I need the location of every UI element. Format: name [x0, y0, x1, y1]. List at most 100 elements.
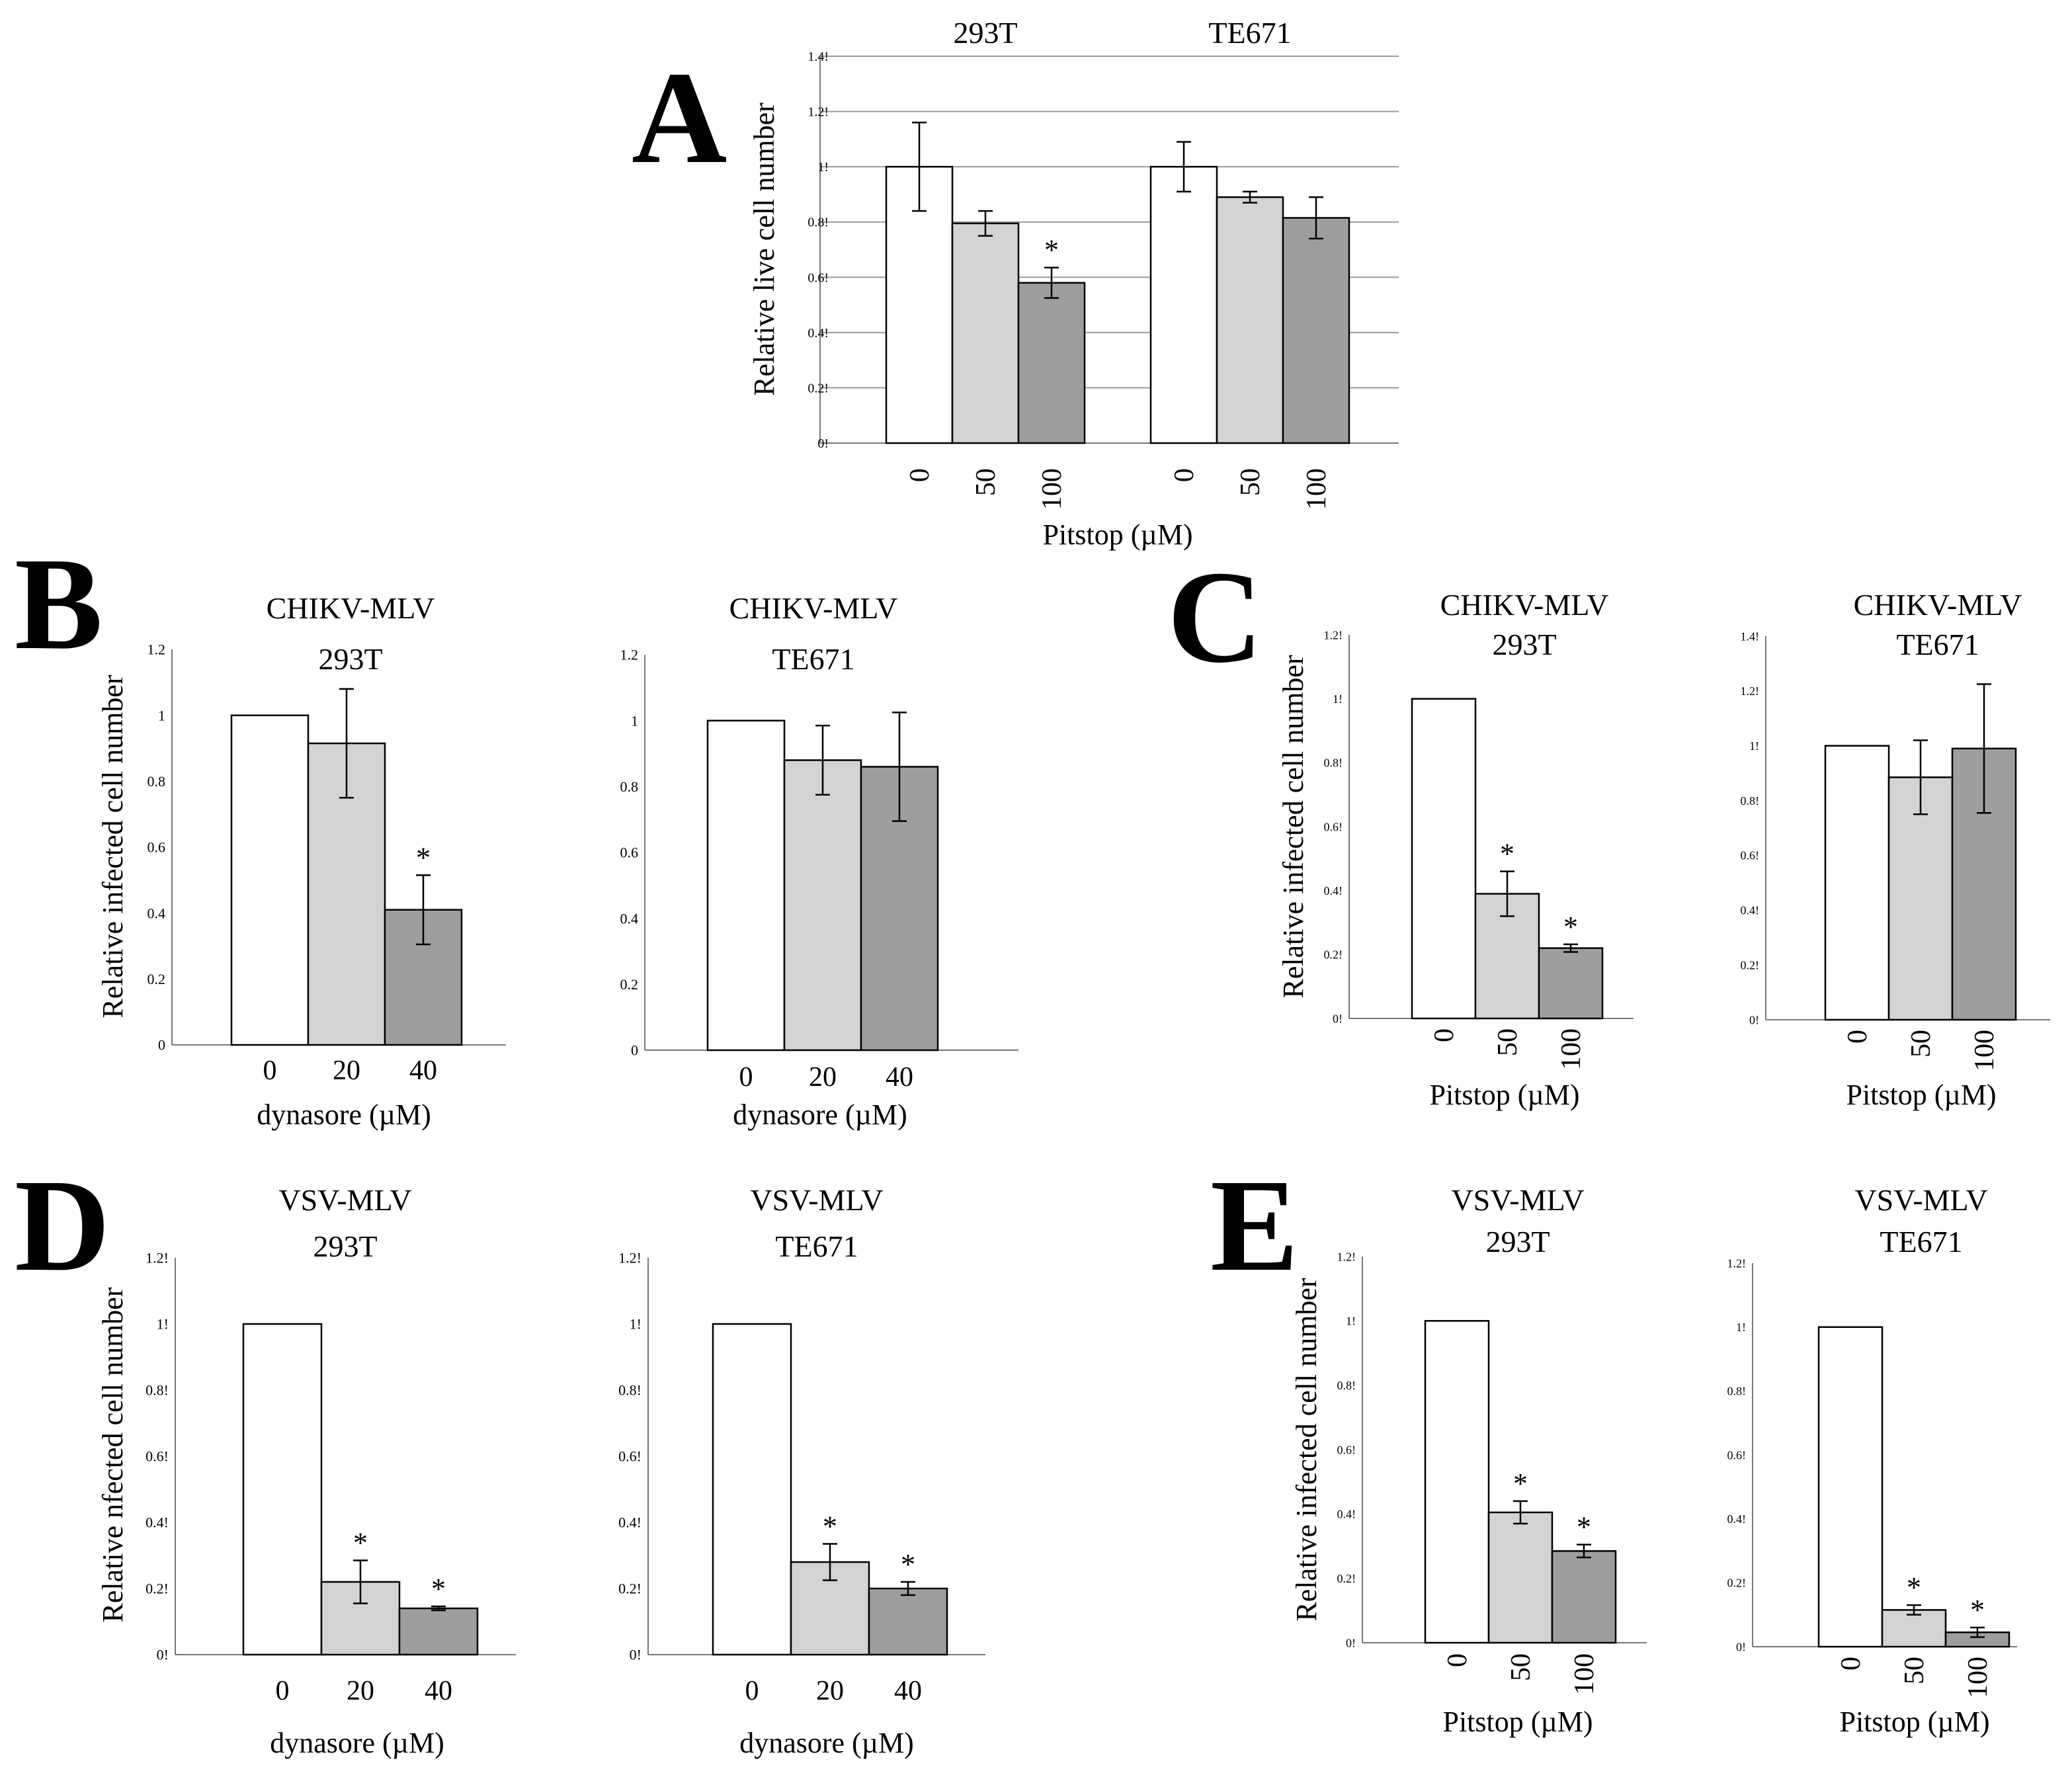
- y-tick-label-b2-0: 0: [631, 1042, 638, 1059]
- y-tick-label-e2-0: 0!: [1736, 1640, 1746, 1653]
- panel-title-c1-0: CHIKV-MLV: [1440, 588, 1609, 622]
- y-tick-label-e1-0: 0!: [1346, 1636, 1356, 1649]
- bar-d2-0-2: [868, 1587, 948, 1656]
- y-tick-label-d1-4: 0.8!: [145, 1382, 169, 1399]
- category-label-a-1-2: 100: [1302, 468, 1332, 510]
- y-tick-label-c1-0: 0!: [1333, 1012, 1343, 1025]
- y-tick-label-e1-1: 0.2!: [1337, 1572, 1356, 1585]
- category-label-a-0-1: 50: [971, 468, 1001, 496]
- category-label-e2-0-0: 0: [1836, 1657, 1866, 1671]
- bar-e1-0-2: [1551, 1550, 1617, 1644]
- x-axis-label-d1: dynasore (µM): [270, 1727, 444, 1759]
- x-axis-label-e1: Pitstop (µM): [1442, 1706, 1593, 1738]
- category-label-b1-0-1: 20: [333, 1055, 360, 1086]
- category-label-b2-0-1: 20: [809, 1062, 837, 1093]
- category-label-d1-0-1: 20: [347, 1676, 374, 1706]
- panel-title-e2-0: VSV-MLV: [1854, 1183, 1987, 1217]
- significance-star-d2-0-1: *: [823, 1510, 837, 1543]
- y-tick-label-e2-4: 0.8!: [1727, 1385, 1747, 1398]
- panel-title-e2-1: TE671: [1880, 1225, 1962, 1259]
- bar-a-1-2: [1282, 217, 1350, 444]
- group-title-a-0: 293T: [953, 16, 1017, 50]
- significance-star-d1-0-1: *: [353, 1527, 368, 1559]
- category-label-d1-0-2: 40: [425, 1676, 452, 1706]
- y-tick-label-a-2: 0.4!: [808, 326, 829, 341]
- category-label-c2-0-2: 100: [1969, 1030, 2000, 1071]
- panel-title-d2-1: TE671: [775, 1229, 858, 1263]
- category-label-d2-0-1: 20: [816, 1676, 844, 1706]
- y-tick-label-c1-4: 0.8!: [1324, 757, 1343, 770]
- bar-e2-0-0: [1817, 1326, 1884, 1648]
- y-axis-label-a: Relative live cell number: [748, 103, 780, 396]
- y-tick-label-b1-6: 1.2: [147, 641, 166, 658]
- y-tick-label-c2-3: 0.6!: [1741, 849, 1760, 862]
- category-label-c1-0-2: 100: [1556, 1028, 1587, 1070]
- y-tick-label-e1-3: 0.6!: [1337, 1443, 1356, 1456]
- y-tick-label-c1-2: 0.4!: [1324, 884, 1343, 897]
- category-label-c2-0-0: 0: [1843, 1030, 1873, 1044]
- y-axis-label-d1: Relative nfected cell number: [97, 1287, 129, 1622]
- y-tick-label-c2-4: 0.8!: [1741, 794, 1760, 807]
- y-tick-label-d2-4: 0.8!: [618, 1382, 642, 1399]
- x-axis-label-c1: Pitstop (µM): [1429, 1079, 1579, 1111]
- y-tick-label-a-4: 0.8!: [808, 216, 829, 230]
- y-tick-label-c1-6: 1.2!: [1324, 628, 1343, 641]
- significance-star-a-0-2: *: [1044, 234, 1059, 267]
- bar-b2-0-1: [783, 759, 862, 1052]
- y-tick-label-a-1: 0.2!: [808, 381, 829, 395]
- x-axis-label-d2: dynasore (µM): [739, 1727, 914, 1759]
- category-label-a-0-2: 100: [1037, 468, 1067, 510]
- significance-star-d1-0-2: *: [431, 1573, 446, 1605]
- category-label-b2-0-0: 0: [739, 1062, 753, 1093]
- bar-c2-0-0: [1824, 745, 1890, 1021]
- category-label-d2-0-2: 40: [894, 1676, 922, 1706]
- y-tick-label-e1-4: 0.8!: [1337, 1379, 1356, 1392]
- y-tick-label-b2-4: 0.8: [620, 778, 639, 795]
- y-tick-label-b2-5: 1: [631, 712, 638, 729]
- significance-star-d2-0-2: *: [901, 1548, 915, 1581]
- y-tick-label-b2-6: 1.2: [620, 647, 639, 663]
- y-tick-label-d1-5: 1!: [157, 1316, 169, 1333]
- y-tick-label-c2-6: 1.2!: [1741, 684, 1760, 698]
- y-tick-label-c2-0: 0!: [1749, 1013, 1759, 1026]
- y-tick-label-d1-1: 0.2!: [145, 1581, 169, 1597]
- y-tick-label-b1-3: 0.6: [147, 839, 166, 856]
- significance-star-e2-0-2: *: [1970, 1594, 1985, 1626]
- y-tick-label-e2-2: 0.4!: [1727, 1512, 1747, 1526]
- y-tick-label-d1-2: 0.4!: [145, 1514, 169, 1531]
- bar-a-1-1: [1216, 196, 1284, 444]
- y-tick-label-e2-3: 0.6!: [1727, 1448, 1747, 1462]
- panel-title-b2-1: TE671: [772, 642, 854, 676]
- y-tick-label-d2-3: 0.6!: [618, 1448, 642, 1465]
- category-label-b1-0-0: 0: [263, 1055, 277, 1086]
- bar-a-1-0: [1149, 165, 1218, 444]
- y-tick-label-b2-1: 0.2: [620, 976, 639, 993]
- y-tick-label-d2-5: 1!: [630, 1316, 642, 1333]
- category-label-c1-0-0: 0: [1429, 1028, 1460, 1042]
- category-label-a-1-0: 0: [1169, 468, 1200, 482]
- y-tick-label-e2-1: 0.2!: [1727, 1577, 1747, 1590]
- y-axis-label-e1: Relative infected cell number: [1290, 1278, 1323, 1622]
- y-axis-label-c1: Relative infected cell number: [1277, 655, 1309, 999]
- significance-star-e2-0-1: *: [1907, 1571, 1921, 1604]
- y-tick-label-c2-7: 1.4!: [1741, 630, 1760, 643]
- category-label-e1-0-2: 100: [1569, 1653, 1600, 1695]
- category-label-d1-0-0: 0: [276, 1676, 290, 1706]
- x-axis-label-c2: Pitstop (µM): [1846, 1079, 1996, 1111]
- y-tick-label-b2-2: 0.4: [620, 910, 639, 927]
- y-tick-label-d2-2: 0.4!: [618, 1514, 642, 1531]
- y-tick-label-a-0: 0!: [817, 436, 829, 451]
- category-label-b2-0-2: 40: [886, 1062, 913, 1093]
- bar-d1-0-0: [242, 1323, 323, 1656]
- significance-star-e1-0-1: *: [1513, 1467, 1528, 1500]
- y-tick-label-e1-6: 1.2!: [1337, 1250, 1356, 1263]
- panel-title-d1-1: 293T: [313, 1229, 377, 1263]
- bar-d2-0-0: [712, 1323, 792, 1656]
- y-tick-label-a-5: 1!: [817, 160, 829, 175]
- y-tick-label-a-7: 1.4!: [808, 50, 829, 64]
- panel-letter-c1: C: [1167, 544, 1263, 690]
- y-tick-label-d2-6: 1.2!: [618, 1250, 642, 1266]
- panel-title-b1-0: CHIKV-MLV: [267, 591, 435, 625]
- y-tick-label-e1-5: 1!: [1346, 1315, 1356, 1328]
